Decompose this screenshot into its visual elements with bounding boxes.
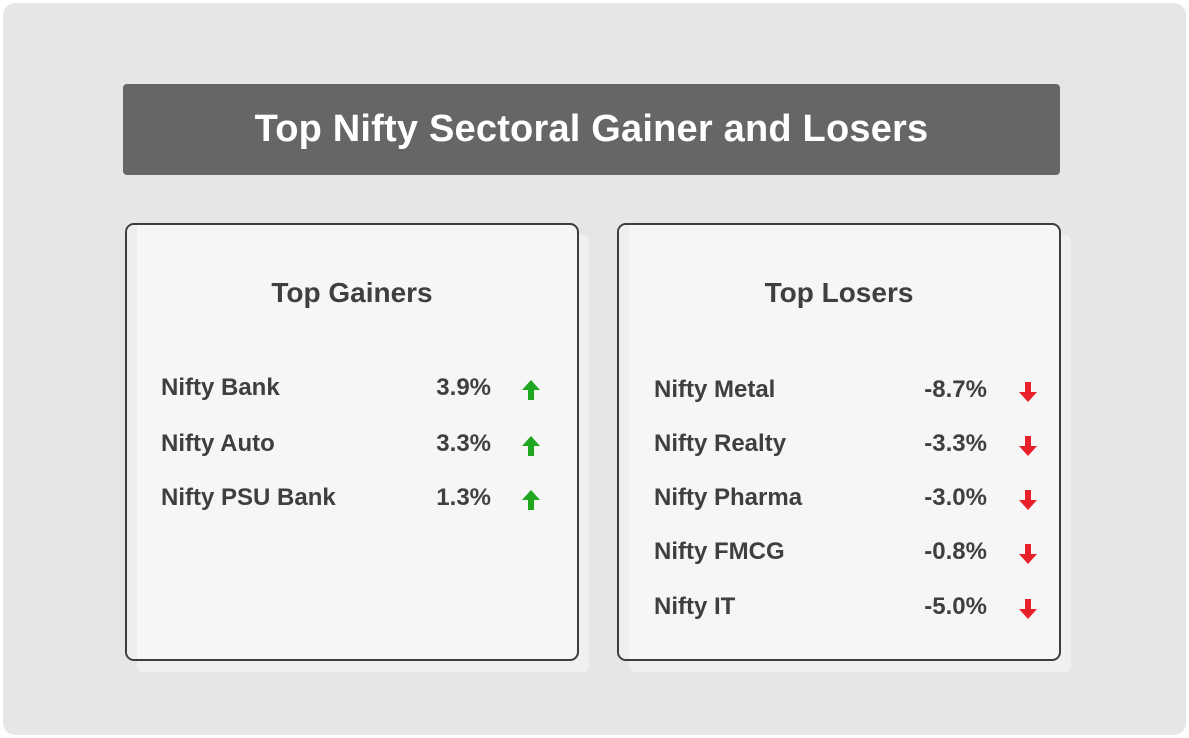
gainers-heading: Top Gainers [271,277,433,308]
loser-value: -3.3% [924,430,987,457]
loser-row: Nifty Pharma -3.0% [619,484,1059,518]
arrow-down-icon [1019,436,1037,456]
arrow-up-icon [522,490,540,510]
gainer-row: Nifty Auto 3.3% [127,430,577,464]
arrow-down-icon [1019,490,1037,510]
loser-row: Nifty Realty -3.3% [619,430,1059,464]
losers-card-edge [619,225,629,659]
loser-row: Nifty Metal -8.7% [619,376,1059,410]
arrow-down-icon [1019,382,1037,402]
gainer-value: 3.3% [436,430,491,457]
arrow-down-icon [1019,599,1037,619]
gainer-row: Nifty PSU Bank 1.3% [127,484,577,518]
loser-row: Nifty IT -5.0% [619,593,1059,627]
page-title: Top Nifty Sectoral Gainer and Losers [254,108,929,150]
arrow-down-icon [1019,544,1037,564]
arrow-up-icon [522,436,540,456]
infographic-background: Top Nifty Sectoral Gainer and Losers Top… [3,3,1186,735]
gainer-name: Nifty Auto [161,430,275,457]
loser-name: Nifty FMCG [654,538,785,565]
gainer-name: Nifty Bank [161,374,280,401]
loser-name: Nifty Metal [654,376,776,403]
gainers-card-edge [127,225,137,659]
gainer-value: 1.3% [436,484,491,511]
losers-card: Top Losers Nifty Metal -8.7% Nifty Realt… [617,223,1061,661]
loser-value: -0.8% [924,538,987,565]
loser-name: Nifty Pharma [654,484,803,511]
loser-value: -3.0% [924,484,987,511]
loser-value: -8.7% [924,376,987,403]
gainer-value: 3.9% [436,374,491,401]
gainers-card: Top Gainers Nifty Bank 3.9% Nifty Auto 3… [125,223,579,661]
losers-heading: Top Losers [764,277,914,308]
loser-name: Nifty IT [654,593,736,620]
gainer-row: Nifty Bank 3.9% [127,374,577,408]
arrow-up-icon [522,380,540,400]
title-banner: Top Nifty Sectoral Gainer and Losers [123,84,1060,175]
loser-value: -5.0% [924,593,987,620]
loser-name: Nifty Realty [654,430,787,457]
gainer-name: Nifty PSU Bank [161,484,336,511]
loser-row: Nifty FMCG -0.8% [619,538,1059,572]
